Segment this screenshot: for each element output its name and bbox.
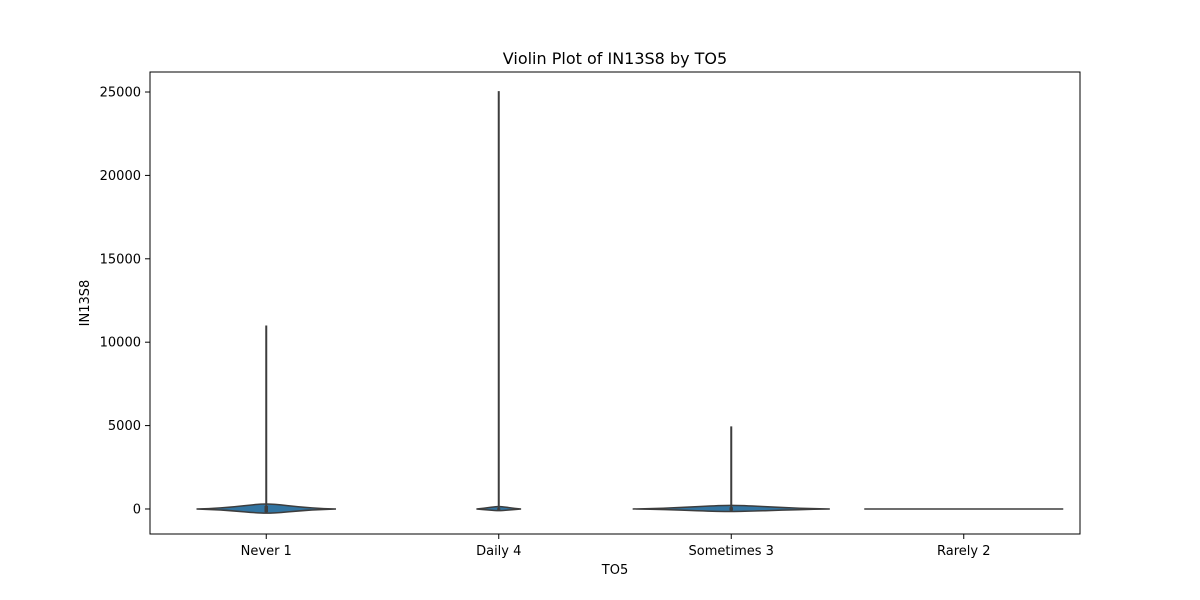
x-tick-label: Sometimes 3 (689, 544, 774, 559)
y-tick-label: 15000 (100, 252, 141, 267)
x-axis-title: TO5 (601, 563, 628, 578)
chart-title: Violin Plot of IN13S8 by TO5 (503, 49, 727, 68)
plot-area (196, 91, 1064, 514)
violin (632, 426, 830, 513)
x-tick-label: Rarely 2 (937, 544, 990, 559)
y-tick-label: 25000 (100, 86, 141, 101)
x-tick-label: Daily 4 (476, 544, 521, 559)
y-tick-label: 20000 (100, 169, 141, 184)
violin (196, 325, 337, 514)
y-axis-title: IN13S8 (78, 280, 93, 327)
violin (476, 91, 522, 512)
x-axis: Never 1 Daily 4 Sometimes 3 Rarely 2 (241, 534, 990, 559)
x-tick-label: Never 1 (241, 544, 292, 559)
y-axis: 0 5000 10000 15000 20000 25000 (100, 86, 150, 517)
y-tick-label: 5000 (108, 419, 141, 434)
plot-frame (149, 71, 1081, 535)
y-tick-label: 0 (133, 502, 141, 517)
y-tick-label: 10000 (100, 336, 141, 351)
